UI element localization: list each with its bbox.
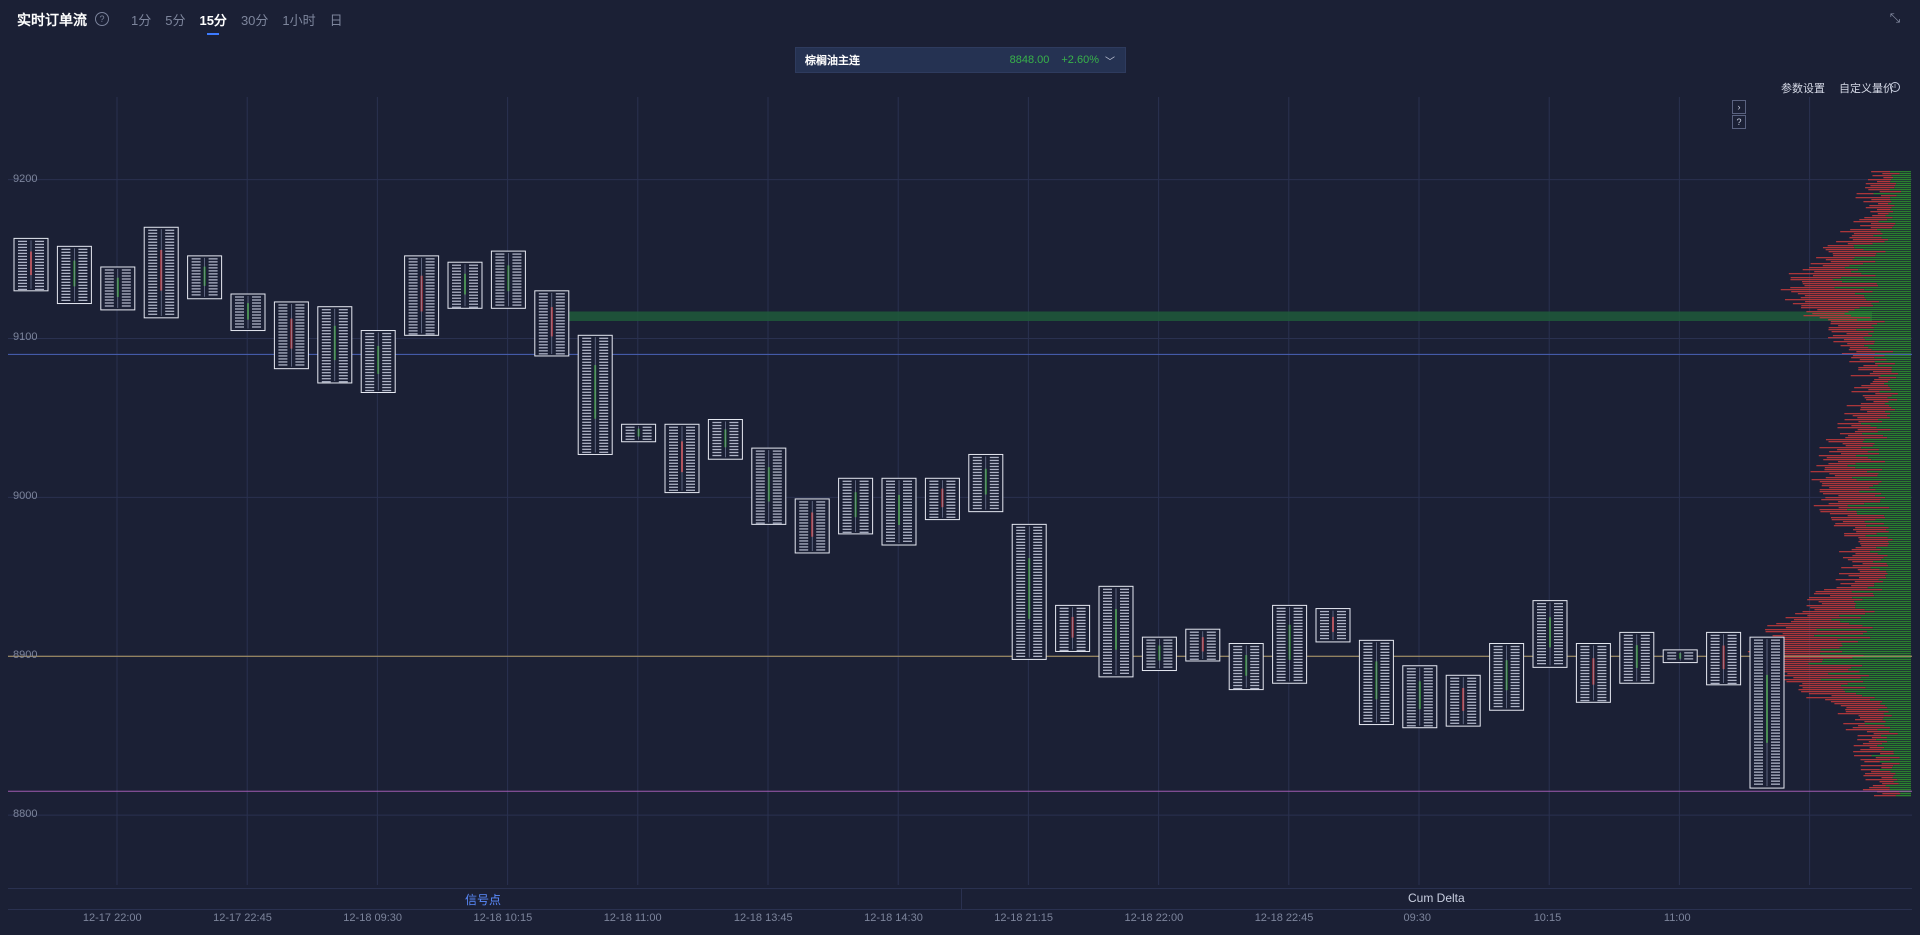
footprint-bar[interactable] [187,255,223,300]
symbol-selector[interactable]: 棕榈油主连 8848.00 +2.60% ﹀ [795,47,1126,73]
x-tick-label: 12-18 22:00 [1124,912,1184,924]
footprint-bar[interactable] [621,423,657,443]
footprint-bar[interactable] [1055,604,1091,652]
footprint-bar[interactable] [838,477,874,535]
footprint-bar[interactable] [707,419,743,460]
footprint-bar[interactable] [1662,649,1698,664]
footprint-bar[interactable] [360,330,396,393]
x-tick-label: 09:30 [1403,912,1432,924]
tab-1min[interactable]: 1分 [131,13,152,28]
footprint-bar[interactable] [1489,643,1525,711]
info-circle-icon[interactable]: i [1890,82,1900,92]
footprint-bar[interactable] [56,245,92,305]
footprint-bar[interactable] [968,453,1004,513]
x-tick-label: 12-17 22:45 [213,912,272,924]
footprint-bar[interactable] [143,226,179,319]
tab-day[interactable]: 日 [329,13,343,28]
footprint-bar[interactable] [447,261,483,309]
footprint-bar[interactable] [273,301,309,370]
footprint-bar[interactable] [404,255,440,336]
footprint-bar[interactable] [1358,639,1394,726]
footprint-bar[interactable] [924,477,960,521]
footprint-bar[interactable] [1011,523,1047,660]
footprint-bar[interactable] [490,250,526,309]
x-tick-label: 12-18 21:15 [994,912,1054,924]
page-title: 实时订单流 [17,12,87,28]
tab-signal-points[interactable]: 信号点 [465,893,502,907]
poc-band [560,311,1872,322]
footprint-bar[interactable] [1185,628,1221,662]
footprint-bar[interactable] [230,293,266,332]
footprint-bar[interactable] [13,237,49,292]
x-tick-label: 12-17 22:00 [82,912,142,924]
y-tick-label: 9200 [13,172,38,185]
tab-1hour[interactable]: 1小时 [282,13,316,28]
x-tick-label: 12-18 11:00 [603,912,662,924]
x-tick-label: 11:00 [1663,912,1691,924]
collapse-arrows-icon[interactable]: ⤡ [1889,10,1901,25]
question-circle-icon[interactable]: ? [95,12,109,26]
volume-profile [1747,171,1911,797]
footprint-bar[interactable] [794,498,830,554]
tab-cum-delta[interactable]: Cum Delta [1408,891,1465,905]
footprint-bar[interactable] [1619,631,1655,684]
params-settings-link[interactable]: 参数设置 [1781,83,1825,95]
footprint-bars[interactable] [13,226,1785,789]
chevron-right-icon[interactable]: › [1732,100,1746,114]
tab-30min[interactable]: 30分 [240,13,269,28]
tab-15min[interactable]: 15分 [199,10,227,35]
top-bar: 实时订单流 ? 1分 5分 15分 30分 1小时 日 ⤡ [0,0,1920,38]
footprint-bar[interactable] [881,477,917,546]
symbol-price: 8848.00 [1009,54,1050,66]
x-tick-label: 12-18 13:45 [733,912,793,924]
footprint-bar[interactable] [1706,631,1742,686]
x-tick-label: 12-18 09:30 [343,912,403,924]
footprint-bar[interactable] [1098,585,1134,678]
chevron-down-icon: ﹀ [1105,56,1115,68]
footprint-bar[interactable] [1445,674,1481,727]
y-tick-label: 9000 [13,490,38,503]
footprint-bar[interactable] [317,306,353,384]
y-tick-label: 8900 [13,649,38,662]
bottom-tabs: 信号点 Cum Delta [8,888,1912,910]
question-mark-icon[interactable]: ? [1732,115,1746,129]
level-lines [8,353,1912,792]
footprint-bar[interactable] [534,290,570,357]
footprint-bar[interactable] [577,334,613,455]
y-tick-label: 8800 [13,808,38,821]
footprint-bar[interactable] [1402,665,1438,729]
custom-volume-price-link[interactable]: 自定义量价 [1839,83,1894,95]
footprint-bar[interactable] [1575,643,1611,703]
footprint-bar[interactable] [751,447,787,525]
tab-5min[interactable]: 5分 [165,13,186,28]
y-tick-label: 9100 [13,331,38,344]
footprint-bar[interactable] [1228,643,1264,691]
footprint-bar[interactable] [1749,636,1785,789]
footprint-bar[interactable] [664,423,700,494]
footprint-bar[interactable] [1272,604,1308,684]
chart-grid [8,97,1912,885]
footprint-bar[interactable] [1315,608,1351,643]
symbol-change: +2.60% [1061,54,1099,66]
divider [961,889,962,909]
x-tick-label: 12-18 14:30 [864,912,923,924]
x-tick-label: 10:15 [1533,912,1562,924]
timeframe-tabs: 1分 5分 15分 30分 1小时 日 [131,10,357,35]
footprint-bar[interactable] [100,266,136,311]
symbol-name: 棕榈油主连 [805,55,860,67]
x-tick-label: 12-18 10:15 [473,912,533,924]
x-tick-label: 12-18 22:45 [1254,912,1314,924]
footprint-bar[interactable] [1532,600,1568,668]
poc-band-rect [560,311,1872,322]
footprint-bar[interactable] [1141,636,1177,672]
